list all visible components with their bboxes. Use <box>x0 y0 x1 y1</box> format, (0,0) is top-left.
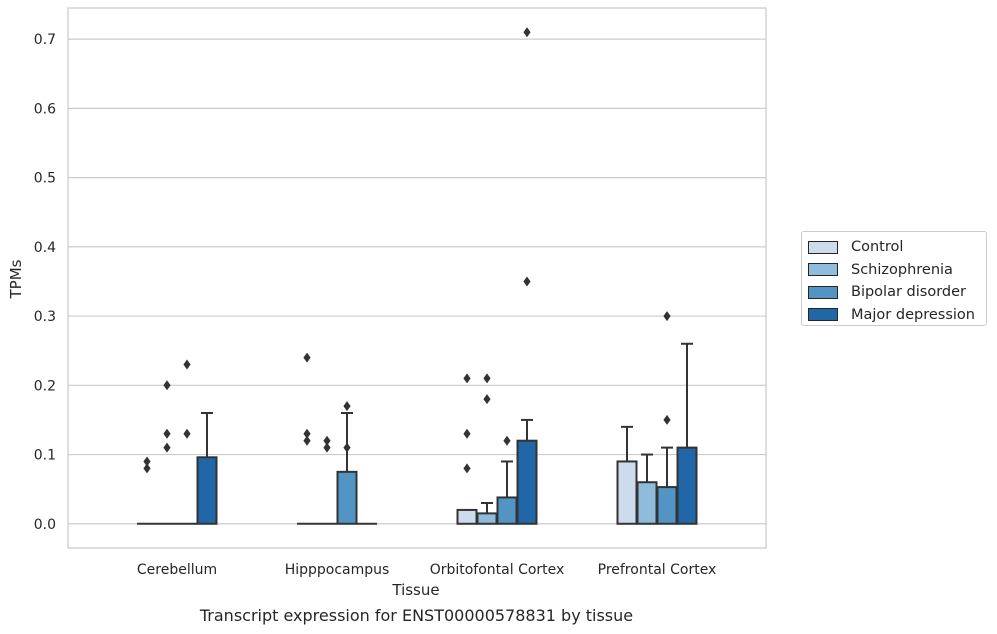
x-tick-label: Cerebellum <box>137 562 217 578</box>
legend-label: Schizophrenia <box>851 261 953 278</box>
legend-label: Bipolar disorder <box>851 284 966 301</box>
legend-item: Schizophrenia <box>808 259 986 282</box>
bar <box>496 496 518 525</box>
outlier-point <box>523 276 531 287</box>
legend-item: Major depression <box>808 304 986 327</box>
outlier-point <box>163 428 171 439</box>
bar <box>196 456 218 525</box>
legend-swatch <box>808 263 838 277</box>
outlier-point <box>343 401 351 412</box>
y-tick-label: 0.1 <box>34 448 56 464</box>
outlier-point <box>523 27 531 38</box>
y-tick-label: 0.6 <box>34 101 56 117</box>
legend-item: Bipolar disorder <box>808 281 986 304</box>
outlier-point <box>303 352 311 363</box>
outlier-point <box>463 373 471 384</box>
bar <box>516 439 538 525</box>
outlier-point <box>303 428 311 439</box>
legend-label: Major depression <box>851 306 975 323</box>
bar <box>656 486 678 525</box>
outlier-point <box>463 428 471 439</box>
outlier-point <box>463 463 471 474</box>
x-tick-label: Hipppocampus <box>285 562 390 578</box>
y-tick-label: 0.0 <box>34 517 56 533</box>
bar <box>456 508 478 525</box>
legend-swatch <box>808 285 838 299</box>
y-tick-label: 0.5 <box>34 171 56 187</box>
plot-area <box>67 7 767 549</box>
outlier-point <box>143 463 151 474</box>
outlier-point <box>663 414 671 425</box>
legend-item: Control <box>808 236 986 259</box>
legend-label: Control <box>851 239 904 256</box>
y-tick-label: 0.2 <box>34 378 56 394</box>
outlier-point <box>323 435 331 446</box>
outlier-point <box>503 435 511 446</box>
y-tick-label: 0.3 <box>34 309 56 325</box>
outlier-point <box>483 373 491 384</box>
outlier-point <box>143 456 151 467</box>
legend-swatch <box>808 308 838 322</box>
outlier-points <box>143 27 671 474</box>
outlier-point <box>303 435 311 446</box>
outlier-point <box>663 311 671 322</box>
x-axis-title: Tissue <box>391 581 439 599</box>
outlier-point <box>183 359 191 370</box>
legend: Control Schizophrenia Bipolar disorder Majo… <box>801 231 987 326</box>
outlier-point <box>343 442 351 453</box>
bar <box>676 446 698 525</box>
bar <box>636 481 658 525</box>
y-axis-title: TPMs <box>7 259 25 299</box>
x-tick-label: Prefrontal Cortex <box>598 562 717 578</box>
error-bars <box>201 342 693 514</box>
outlier-point <box>323 442 331 453</box>
y-tick-labels: 0.0 0.1 0.2 0.3 0.4 0.5 0.6 0.7 <box>34 32 56 533</box>
bars <box>137 439 698 525</box>
x-tick-labels: Cerebellum Hipppocampus Orbitofontal Corte… <box>137 562 716 578</box>
y-tick-label: 0.4 <box>34 240 56 256</box>
outlier-point <box>183 428 191 439</box>
bar <box>476 512 498 525</box>
y-tick-label: 0.7 <box>34 32 56 48</box>
legend-swatch <box>808 240 838 254</box>
outlier-point <box>163 380 171 391</box>
outlier-point <box>483 394 491 405</box>
chart-caption: Transcript expression for ENST0000057883… <box>199 606 634 625</box>
outlier-point <box>163 442 171 453</box>
bar <box>336 470 358 525</box>
bar <box>616 460 638 525</box>
x-tick-label: Orbitofontal Cortex <box>430 562 565 578</box>
